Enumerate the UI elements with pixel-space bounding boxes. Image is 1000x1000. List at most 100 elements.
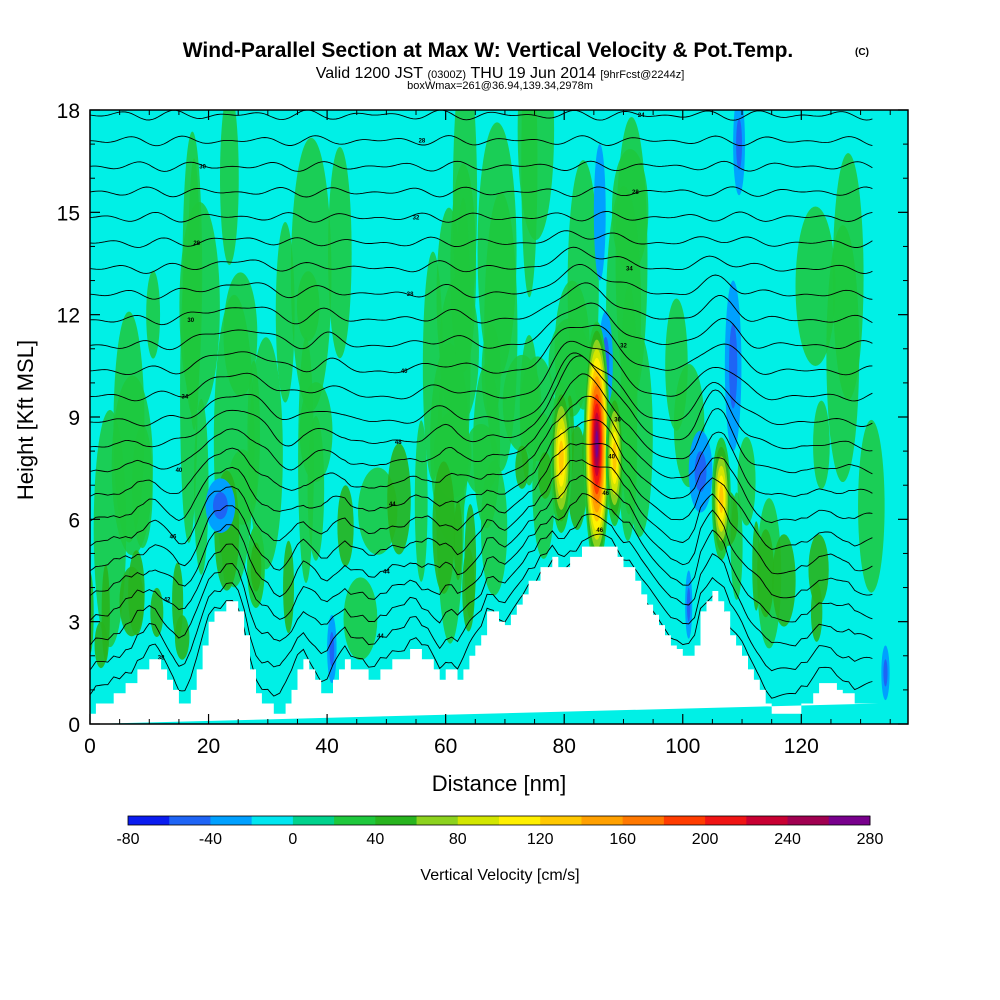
downdraft-cell: [212, 492, 228, 520]
streak-mark: [620, 284, 638, 515]
isentrope-label: 42: [164, 598, 171, 604]
low-level-streak: [772, 534, 796, 627]
isentrope-label: 40: [608, 454, 615, 460]
isentrope-line: [90, 459, 873, 575]
y-tick-label: 0: [68, 714, 80, 737]
streak-mark: [328, 146, 352, 359]
streak-mark: [193, 398, 209, 575]
colorbar-tick-label: 40: [366, 831, 384, 848]
colorbar-swatch: [705, 816, 747, 825]
streak-mark: [826, 225, 860, 483]
isentrope-line: [90, 246, 873, 274]
y-tick-label: 12: [57, 305, 80, 328]
colorbar-swatch: [663, 816, 706, 825]
colorbar-swatch: [746, 816, 789, 825]
low-level-streak: [90, 572, 94, 654]
isentrope-line: [90, 513, 873, 647]
isentrope-line: [90, 160, 873, 172]
isentrope-label: 48: [395, 440, 402, 446]
colorbar-tick-label: 200: [692, 831, 719, 848]
isentrope-line: [90, 110, 873, 121]
isentrope-label: 44: [377, 634, 384, 640]
streak-mark: [455, 197, 471, 482]
isentrope-label: 36: [614, 418, 621, 424]
colorbar: -80 -40 0 40 80 120 160 200 240 280: [116, 815, 884, 848]
colorbar-swatch: [828, 816, 871, 825]
colorbar-tick-label: 160: [609, 831, 636, 848]
isentrope-line: [90, 211, 873, 223]
isentrope-label: 30: [187, 318, 194, 324]
isentrope-label: 28: [193, 241, 200, 247]
colorbar-tick-label: 280: [857, 831, 884, 848]
colorbar-swatch: [416, 816, 459, 825]
isentrope-line: [90, 442, 873, 550]
low-level-streak: [752, 521, 761, 611]
streak-mark: [299, 382, 333, 482]
isentrope-label: 46: [596, 528, 603, 534]
colorbar-tick-label: -40: [199, 831, 222, 848]
y-tick-label: 3: [68, 612, 80, 635]
low-level-streak: [337, 485, 354, 567]
terrain: [90, 546, 879, 724]
colorbar-tick-label: 240: [774, 831, 801, 848]
updraft-cell: [595, 430, 599, 458]
low-level-streak: [453, 500, 463, 581]
low-level-streak: [94, 621, 108, 669]
isentrope-line: [90, 474, 873, 599]
isentrope-line: [90, 263, 873, 300]
velocity-field: 38 44 46 42 44 46 46 44 40 40 48 36 34 40 32 30 38 34 28 32…: [90, 0, 908, 724]
isentrope-label: 40: [401, 369, 408, 375]
isentrope-label: 32: [620, 343, 627, 349]
low-level-streak: [172, 562, 184, 640]
isentrope-label: 46: [602, 491, 609, 497]
colorbar-swatch: [581, 816, 624, 825]
streak-mark: [414, 420, 428, 582]
x-tick-label: 120: [784, 735, 819, 758]
x-axis-label: Distance [nm]: [432, 771, 567, 796]
isentrope-line: [90, 135, 873, 147]
y-tick-label: 6: [68, 509, 80, 532]
isentrope-line: [90, 419, 873, 524]
isentrope-label: 34: [181, 395, 188, 401]
colorbar-frame: [127, 815, 871, 826]
isentrope-line: [90, 302, 873, 351]
streak-mark: [343, 577, 378, 661]
colorbar-swatch: [292, 816, 335, 825]
streak-mark: [863, 0, 886, 38]
colorbar-tick-label: 80: [449, 831, 467, 848]
updraft-cell: [558, 440, 564, 476]
x-tick-label: 80: [553, 735, 576, 758]
colorbar-tick-label: 0: [288, 831, 297, 848]
isentrope-label: 38: [407, 292, 414, 298]
isentrope-label: 40: [176, 468, 183, 474]
low-level-streak: [464, 504, 477, 619]
low-level-streak: [808, 534, 829, 605]
x-tick-label: 40: [315, 735, 338, 758]
colorbar-label: Vertical Velocity [cm/s]: [420, 867, 579, 884]
isentrope-label: 28: [632, 190, 639, 196]
low-level-streak: [128, 550, 145, 636]
isentrope-label: 46: [170, 535, 177, 541]
streak-mark: [223, 272, 258, 397]
streak-mark: [296, 271, 320, 342]
y-tick-label: 15: [57, 202, 80, 225]
streak-mark: [220, 110, 239, 265]
streak-mark: [111, 375, 153, 556]
colorbar-swatch: [375, 816, 418, 825]
streak-mark: [866, 0, 888, 74]
isentrope-line: [90, 549, 873, 699]
isentrope-label: 30: [199, 164, 206, 170]
chart-title: Wind-Parallel Section at Max W: Vertical…: [183, 39, 794, 62]
colorbar-swatch: [622, 816, 665, 825]
colorbar-swatch: [128, 816, 170, 825]
x-tick-label: 60: [434, 735, 457, 758]
isentrope-label: 28: [419, 139, 426, 145]
isentrope-line: [90, 186, 873, 198]
isentrope-line: [90, 352, 873, 427]
colorbar-tick-label: -80: [116, 831, 139, 848]
low-level-streak: [757, 529, 774, 618]
downdraft-cell: [883, 659, 888, 687]
streak-mark: [179, 201, 220, 411]
x-axis: 0 20 40 60 80 100 120: [84, 110, 891, 758]
